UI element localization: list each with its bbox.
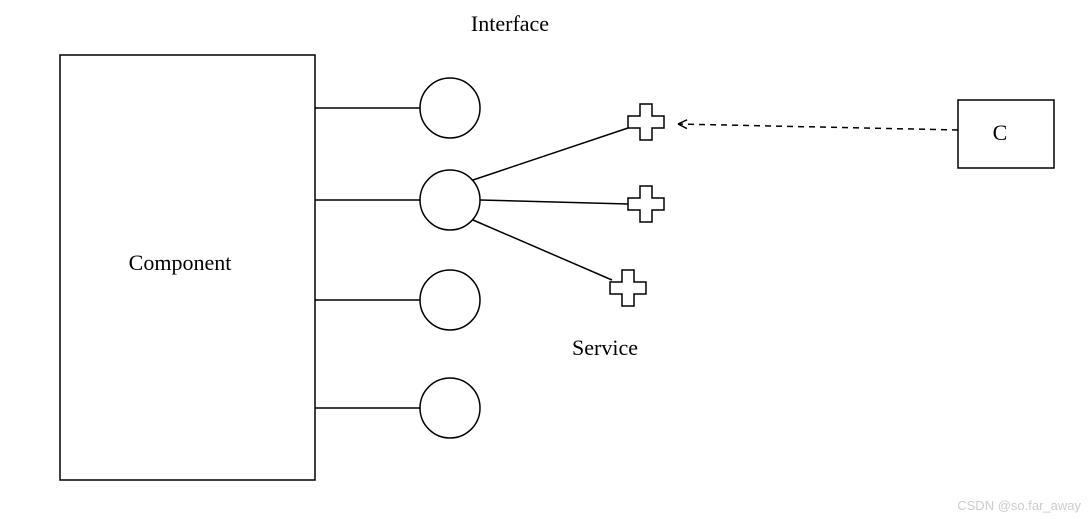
service-connector-1 [480, 200, 628, 204]
service-label: Service [572, 335, 638, 360]
watermark-text: CSDN @so.far_away [957, 498, 1081, 513]
service-cross-2 [610, 270, 646, 306]
interface-circle-2 [420, 270, 480, 330]
interface-circle-0 [420, 78, 480, 138]
interface-label: Interface [471, 11, 549, 36]
c-label: C [993, 120, 1008, 145]
service-cross-1 [628, 186, 664, 222]
service-cross-0 [628, 104, 664, 140]
dashed-arrow-line [678, 124, 958, 130]
interface-circle-1 [420, 170, 480, 230]
interface-circle-3 [420, 378, 480, 438]
diagram-canvas: Interface Component Service C [0, 0, 1089, 519]
service-connector-2 [473, 220, 612, 280]
service-connector-0 [473, 128, 628, 180]
component-label: Component [129, 250, 232, 275]
